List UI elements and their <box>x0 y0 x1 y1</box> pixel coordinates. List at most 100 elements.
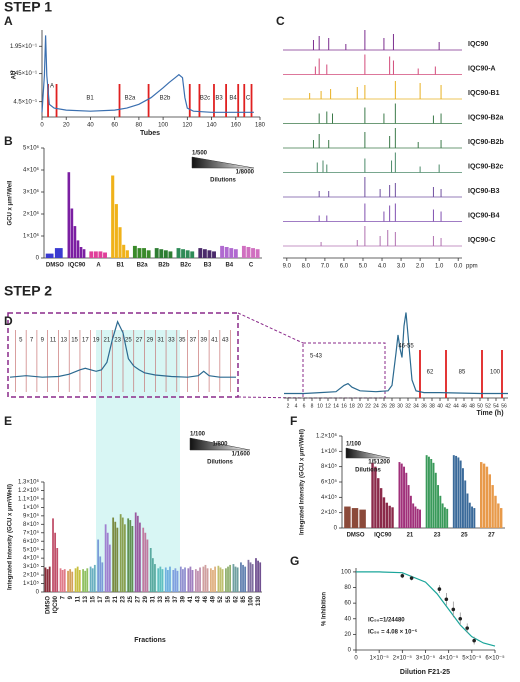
bar <box>176 570 179 592</box>
bar <box>114 204 118 258</box>
x-tick-label: 52 <box>218 595 224 602</box>
bar <box>131 526 134 592</box>
bar <box>189 566 192 592</box>
bar <box>142 527 145 592</box>
bar <box>125 250 129 258</box>
x-tick-label: 16 <box>341 403 347 409</box>
bar <box>242 564 244 592</box>
region-label: 100 <box>490 370 501 376</box>
bar <box>74 568 77 592</box>
x-tick-label: 19 <box>105 595 111 602</box>
line-series <box>284 312 508 395</box>
bar <box>86 568 89 592</box>
x-tick-label: 6.0 <box>340 264 349 270</box>
region-label: B4 <box>229 96 237 102</box>
x-tick-label: 46 <box>203 595 209 602</box>
legend-label: 1/8000 <box>236 170 255 176</box>
x-tick-label: 160 <box>231 123 242 129</box>
x-tick-label: 21 <box>113 595 119 602</box>
bar <box>414 506 417 528</box>
x-tick-label: 54 <box>493 403 499 409</box>
data-point <box>444 597 449 602</box>
x-tick-label: 4.0 <box>378 264 387 270</box>
bar <box>151 558 154 592</box>
x-tick-label: 48 <box>469 403 475 409</box>
bar <box>485 466 489 528</box>
x-tick-label: 180 <box>255 123 266 129</box>
bar <box>132 245 137 258</box>
x-tick-label: 20 <box>357 403 363 409</box>
x-tick-label: 5.0 <box>359 264 368 270</box>
x-tick-label: 49 <box>211 595 217 602</box>
bar <box>46 569 49 592</box>
x-tick-label: 100 <box>248 595 254 606</box>
bar <box>142 248 146 258</box>
bar <box>480 462 483 528</box>
bar <box>199 567 201 592</box>
bar <box>246 247 251 258</box>
x-tick-label: 25 <box>125 338 132 344</box>
x-axis-label: Time (h) <box>476 410 503 417</box>
bar <box>255 558 257 592</box>
region-label: 46-55 <box>398 344 414 350</box>
y-axis-label: AU <box>12 71 18 80</box>
panel-letter: C <box>276 14 285 28</box>
x-tick-label: 52 <box>485 403 491 409</box>
bar <box>139 522 141 592</box>
x-tick-label: 10 <box>317 403 323 409</box>
bar <box>452 455 455 528</box>
y-tick-label: 2×10⁵ <box>23 572 40 579</box>
annotation: IC₅₀=1/24480 <box>368 618 405 624</box>
bar <box>78 570 81 592</box>
y-tick-label: 4.5×10⁻¹ <box>13 99 37 105</box>
data-point <box>472 638 476 643</box>
bar <box>217 565 220 592</box>
bar <box>432 462 435 528</box>
x-tick-label: 40 <box>87 123 94 129</box>
x-tick-label: DMSO <box>46 263 64 269</box>
bar <box>185 250 190 258</box>
y-tick-label: 5×10⁶ <box>23 145 40 152</box>
y-tick-label: 1.2×10⁶ <box>18 487 40 494</box>
trace-label: IQC90-C <box>468 237 496 244</box>
bar <box>187 568 190 592</box>
bar <box>434 472 437 528</box>
x-axis-label: Fractions <box>134 637 166 644</box>
y-tick-label: 9×10⁵ <box>23 512 40 519</box>
x-tick-label: 28 <box>389 403 395 409</box>
trace-label: IQC90-B2c <box>468 163 504 170</box>
y-tick-label: 9.45×10⁻¹ <box>10 71 37 77</box>
x-tick-label: 27 <box>136 338 143 344</box>
annotation: IC₅₀ = 4.08 × 10⁻⁵ <box>368 630 418 636</box>
x-tick-label: 22 <box>365 403 371 409</box>
bar <box>497 503 500 528</box>
y-tick-label: 4×10⁶ <box>23 167 40 174</box>
x-tick-label: 29 <box>143 595 149 602</box>
bar <box>251 564 254 592</box>
bar <box>149 548 152 592</box>
bar <box>111 175 115 258</box>
y-tick-label: 1×10⁵ <box>23 580 40 587</box>
y-tick-label: 3×10⁵ <box>23 563 40 570</box>
x-tick-label: 25 <box>128 595 134 602</box>
bar <box>108 544 111 592</box>
bar <box>206 568 209 592</box>
bar <box>163 250 168 258</box>
bar <box>391 507 394 528</box>
bar <box>471 506 474 528</box>
x-tick-label: 8 <box>311 403 314 409</box>
x-tick-label: 46 <box>461 403 467 409</box>
x-tick-label: 0 <box>354 656 358 662</box>
bar <box>446 508 449 528</box>
bar <box>76 566 79 592</box>
x-tick-label: 15 <box>90 595 96 602</box>
x-tick-label: 7 <box>30 338 34 344</box>
bar <box>232 564 235 592</box>
x-tick-label: 3×10⁻⁵ <box>416 655 436 662</box>
bar <box>176 248 181 258</box>
x-tick-label: 23 <box>114 338 121 344</box>
bar <box>89 251 94 258</box>
bar <box>104 524 107 592</box>
y-axis-label: % Inhibition <box>322 592 328 626</box>
